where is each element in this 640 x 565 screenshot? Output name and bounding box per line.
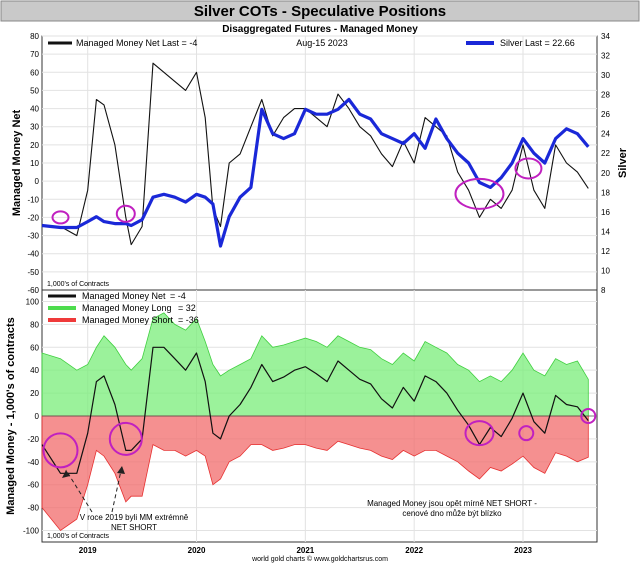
top-right-tick-label: 24 [601,130,610,139]
highlight-circle [115,204,136,223]
top-left-tick-label: 10 [30,159,39,168]
top-left-tick-label: 50 [30,86,39,95]
x-tick-label: 2020 [188,546,206,555]
bottom-left-tick-label: 60 [30,343,39,352]
bottom-left-ticks: 100 80 60 40 20 0 -20 -40 -60 -80 -100 [23,297,40,535]
highlight-circle [514,157,543,180]
top-right-tick-label: 18 [601,188,610,197]
legend-net-label: Managed Money Net Last = -4 [76,38,197,48]
highlight-circle [464,420,495,447]
bottom-x-ticks: 2019 2020 2021 2022 2023 [79,546,533,555]
top-right-tick-label: 28 [601,91,610,100]
legend-b-long-value: = 32 [178,303,196,313]
x-tick-label: 2023 [514,546,532,555]
legend-b-net-value: = -4 [170,291,186,301]
legend-b-long-label: Managed Money Long [82,303,172,313]
annotation-arrow-2 [111,465,123,513]
highlight-circle [580,408,597,424]
top-units-note: 1,000's of Contracts [47,281,110,288]
top-right-tick-label: 12 [601,247,610,256]
date-label: Aug-15 2023 [296,38,348,48]
bottom-highlight-circles [42,408,597,469]
top-right-tick-label: 34 [601,32,610,41]
bottom-left-tick-label: 80 [30,320,39,329]
annotation-now-line2: cenové dno může být blízko [402,509,502,518]
annotation-2019-line1: V roce 2019 byli MM extrémně [80,513,189,522]
highlight-circle [518,425,535,442]
top-left-tick-label: 0 [35,177,40,186]
annotation-2019-line2: NET SHORT [111,523,157,532]
highlight-circle [108,421,143,456]
top-right-tick-label: 8 [601,286,606,295]
bottom-left-tick-label: 20 [30,389,39,398]
top-left-tick-label: -30 [27,232,39,241]
top-left-tick-label: -10 [27,195,39,204]
x-tick-label: 2022 [405,546,423,555]
top-left-ticks: 80 70 60 50 40 30 20 10 0 -10 -20 -30 -40 -50 -60 [27,32,39,295]
top-right-ticks: 34 32 30 28 26 24 22 20 18 16 14 12 10 8 [601,32,610,295]
chart-title: Silver COTs - Speculative Positions [194,3,446,20]
highlight-circle [51,210,70,225]
top-right-tick-label: 22 [601,149,610,158]
highlight-circle [454,177,505,210]
bottom-left-tick-label: -60 [27,481,39,490]
x-tick-label: 2021 [296,546,314,555]
top-right-axis-title: Silver [617,147,629,178]
bottom-managed-money-net-line [41,346,589,474]
annotation-arrowhead-2 [117,466,125,474]
bottom-left-tick-label: -100 [23,527,40,536]
x-tick-label: 2019 [79,546,97,555]
top-left-axis-title: Managed Money Net [11,109,23,216]
top-left-tick-label: -60 [27,286,39,295]
top-right-tick-label: 14 [601,227,610,236]
top-left-tick-label: -40 [27,250,39,259]
footer-credit: world gold charts © www.goldchartsrus.co… [251,555,388,563]
managed-money-short-area [41,415,589,532]
bottom-axis-title: Managed Money - 1,000's of contracts [5,317,17,515]
top-left-tick-label: 40 [30,105,39,114]
managed-money-long-area [41,312,589,417]
title-bar [0,0,640,22]
top-left-tick-label: 30 [30,123,39,132]
chart-subtitle: Disaggregated Futures - Managed Money [222,24,418,35]
top-right-tick-label: 10 [601,266,610,275]
bottom-left-tick-label: -80 [27,504,39,513]
bottom-left-tick-label: 0 [35,412,40,421]
top-highlight-circles [51,157,543,225]
annotation-arrow-1 [65,469,93,513]
top-left-tick-label: 80 [30,32,39,41]
bottom-left-tick-label: -40 [27,458,39,467]
highlight-circle [42,432,79,469]
top-left-tick-label: -20 [27,213,39,222]
bottom-left-tick-label: 40 [30,366,39,375]
bottom-left-tick-label: -20 [27,435,39,444]
top-left-tick-label: 60 [30,68,39,77]
legend-b-net-label: Managed Money Net [82,291,166,301]
top-right-tick-label: 26 [601,110,610,119]
bottom-units-note: 1,000's of Contracts [47,533,110,540]
legend-b-short-value: = -36 [178,315,199,325]
top-left-tick-label: 20 [30,141,39,150]
top-left-tick-label: -50 [27,268,39,277]
legend-b-short-label: Managed Money Short [82,315,174,325]
annotation-arrowhead-1 [62,470,70,478]
annotation-now-line1: Managed Money jsou opět mírně NET SHORT … [367,499,537,508]
top-right-tick-label: 20 [601,169,610,178]
top-right-tick-label: 32 [601,52,610,61]
legend-silver-label: Silver Last = 22.66 [500,38,575,48]
top-right-tick-label: 30 [601,71,610,80]
bottom-left-tick-label: 100 [26,297,40,306]
bottom-areas [41,312,597,532]
top-right-tick-label: 16 [601,208,610,217]
top-left-tick-label: 70 [30,50,39,59]
